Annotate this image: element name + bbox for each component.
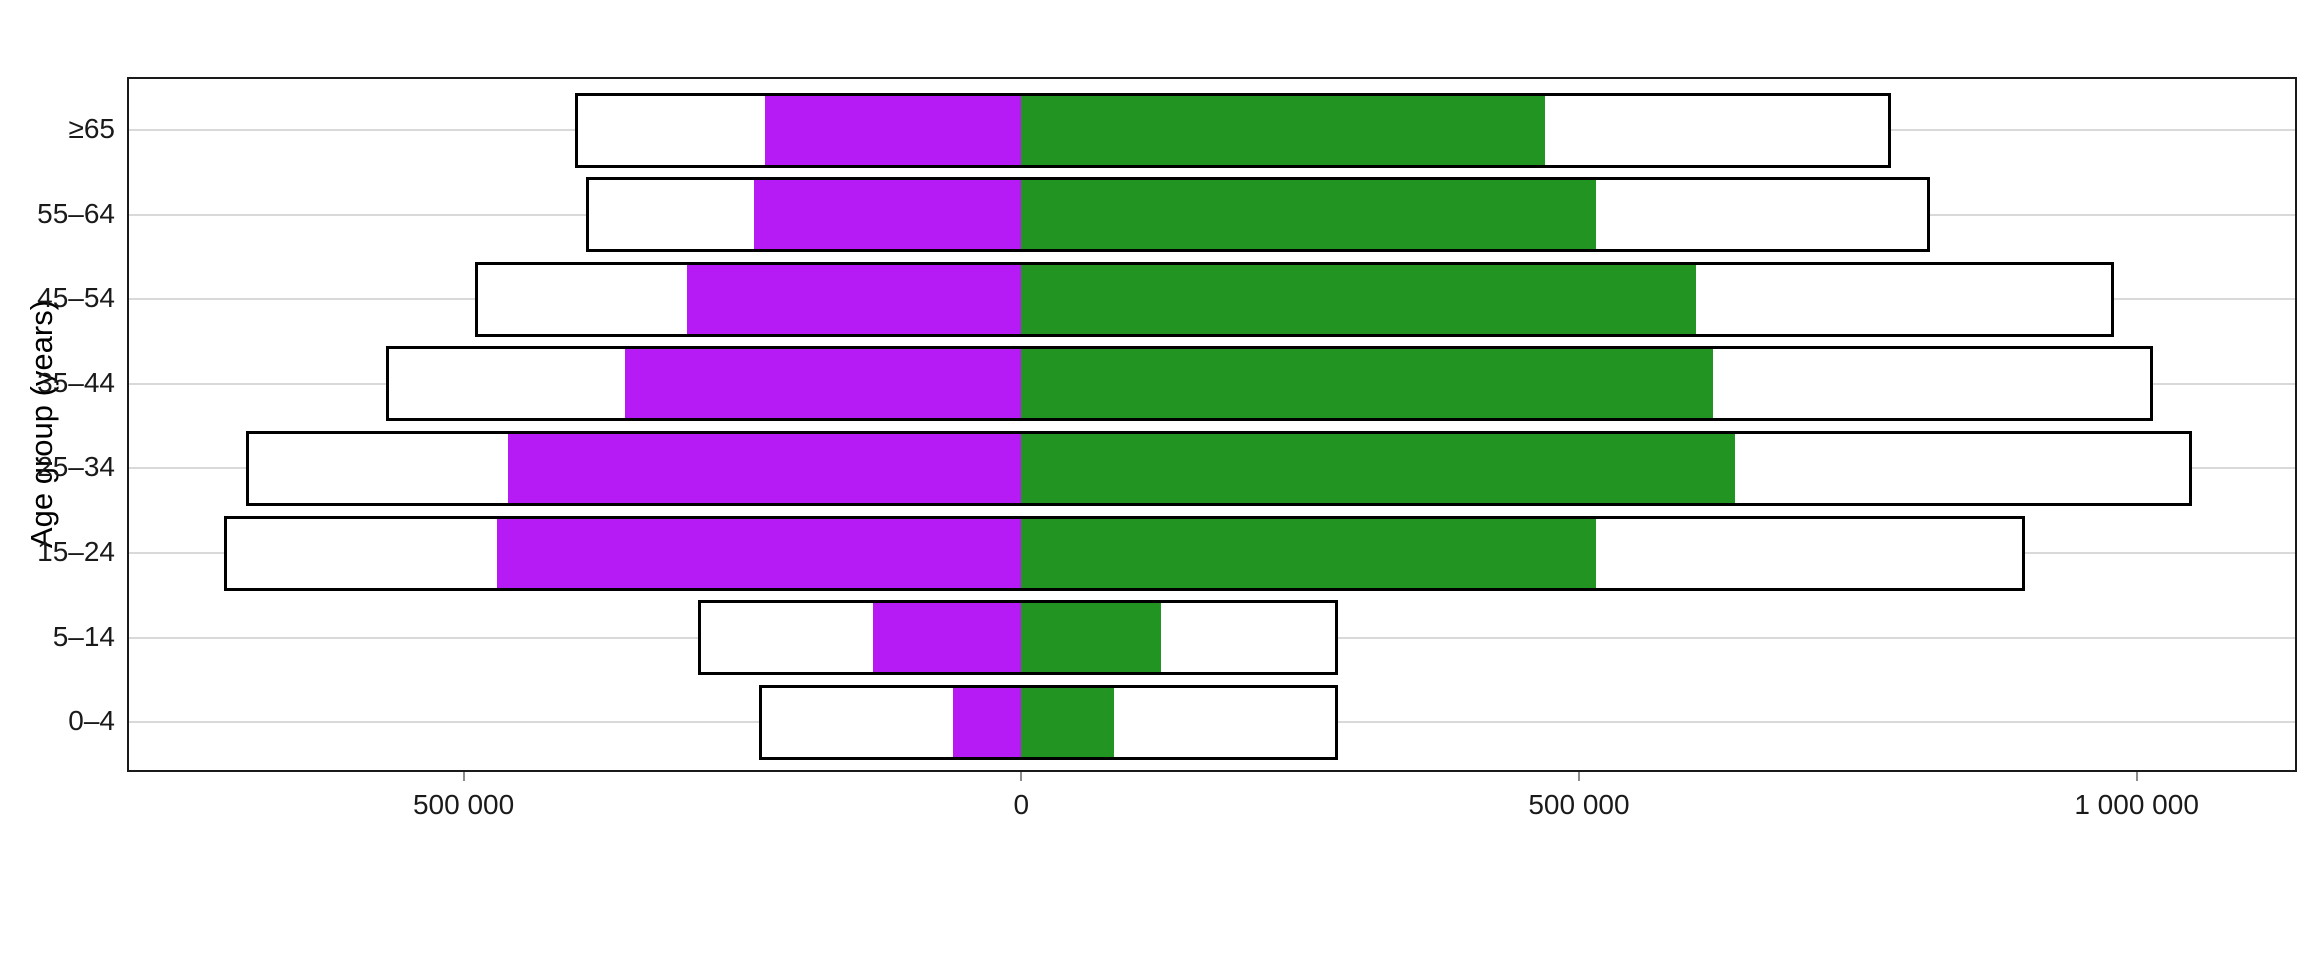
y-tick-label: 45–54 — [37, 282, 115, 314]
x-tick-mark — [2135, 771, 2138, 781]
y-tick-label: 25–34 — [37, 451, 115, 483]
bar-right-fill-35–44 — [1021, 349, 1713, 419]
bar-left-fill-15–24 — [497, 518, 1022, 588]
y-tick-label: 35–44 — [37, 366, 115, 398]
bar-right-fill-5–14 — [1021, 603, 1161, 673]
bar-right-fill-0–4 — [1021, 687, 1114, 757]
bar-right-fill-55–64 — [1021, 180, 1596, 250]
bar-left-fill-35–44 — [625, 349, 1022, 419]
bar-left-fill-5–14 — [872, 603, 1022, 673]
x-tick-mark — [1577, 771, 1580, 781]
bar-left-fill-55–64 — [753, 180, 1022, 250]
y-tick-label: 0–4 — [68, 705, 115, 737]
bar-right-fill-25–34 — [1021, 433, 1736, 503]
y-tick-label: ≥65 — [68, 113, 115, 144]
bar-left-fill-0–4 — [953, 687, 1022, 757]
y-tick-label: 55–64 — [37, 197, 115, 229]
y-tick-label: 15–24 — [37, 536, 115, 567]
x-tick-mark — [1020, 771, 1023, 781]
x-tick-label: 0 — [1013, 789, 1030, 820]
bar-left-fill-45–54 — [686, 264, 1022, 334]
bar-right-fill-15–24 — [1021, 518, 1596, 588]
x-tick-label: 500 000 — [412, 789, 515, 820]
bar-right-fill-45–54 — [1021, 264, 1697, 334]
x-tick-label: 1 000 000 — [2074, 789, 2199, 820]
x-tick-mark — [462, 771, 465, 781]
bar-left-fill-25–34 — [508, 433, 1022, 503]
x-tick-label: 500 000 — [1528, 789, 1630, 820]
y-tick-label: 5–14 — [52, 620, 115, 652]
bar-right-fill-≥65 — [1021, 95, 1546, 165]
bar-left-fill-≥65 — [764, 95, 1022, 165]
